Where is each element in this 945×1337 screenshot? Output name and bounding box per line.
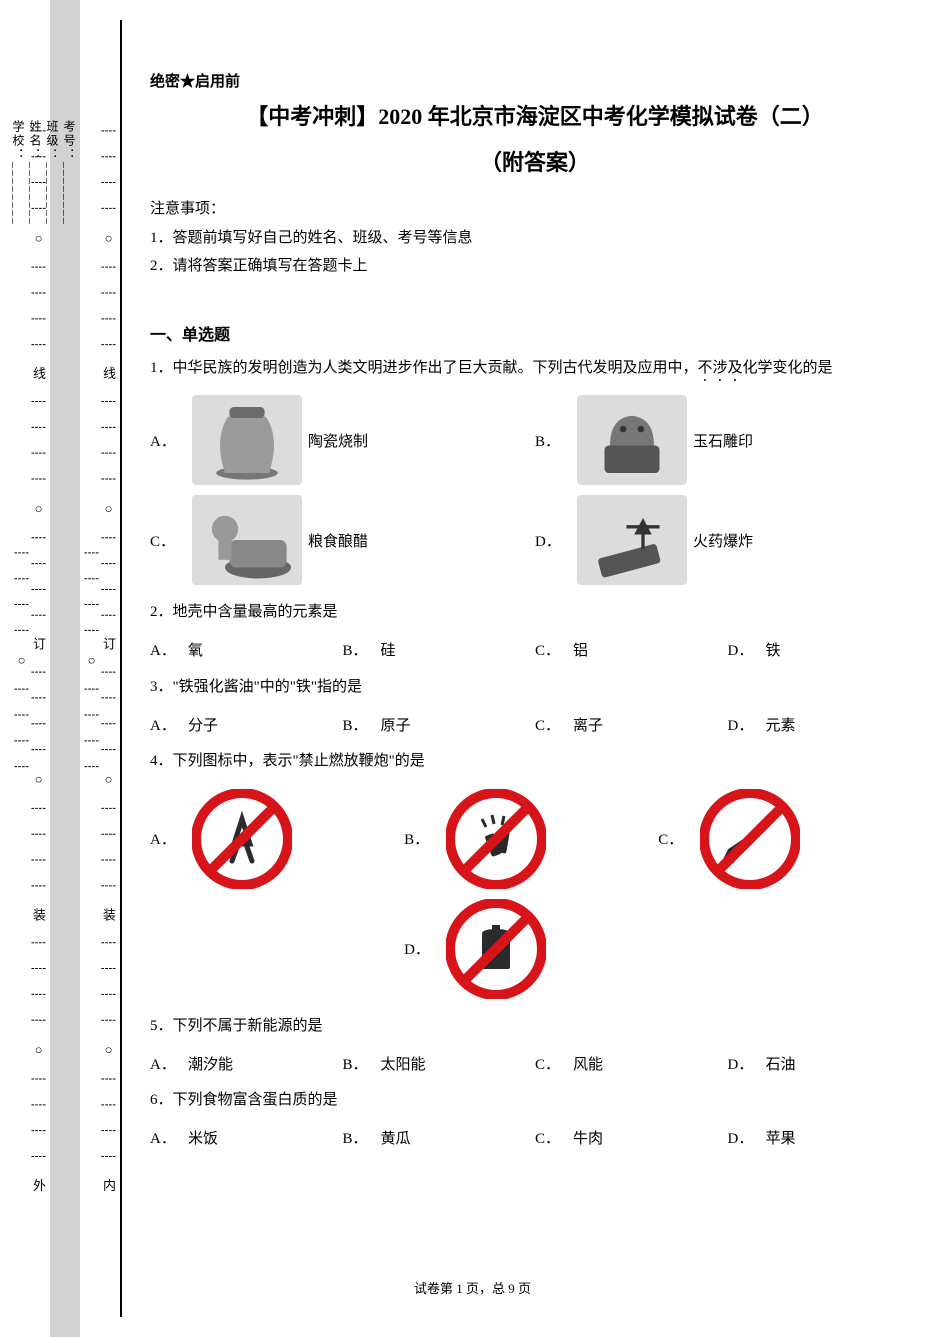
- q1-options-row-2: C． 粮食酿醋 D． 火药爆炸: [150, 495, 920, 585]
- q1-a-image: [192, 395, 302, 485]
- q2-opt-d: D．铁: [728, 630, 921, 670]
- page-footer: 试卷第 1 页，总 9 页: [0, 1278, 945, 1297]
- q1-d-letter: D．: [535, 530, 571, 551]
- q2-opt-c: C．铝: [535, 630, 728, 670]
- label-class: 班级：________: [44, 120, 61, 1217]
- exam-subtitle: （附答案）: [150, 145, 920, 177]
- q5-opt-c: C．风能: [535, 1043, 728, 1083]
- q1-b-image: [577, 395, 687, 485]
- q6-opt-b: B．黄瓜: [343, 1118, 536, 1158]
- q1-d-image: [577, 495, 687, 585]
- q4-options-row-2: D．: [150, 899, 920, 999]
- q6-opt-c: C．牛肉: [535, 1118, 728, 1158]
- student-info-labels: 考号：________ 班级：________ 姓名：________ 学校：_…: [52, 0, 78, 1337]
- q4-b-icon: [446, 789, 546, 889]
- q1-opt-a: A． 陶瓷烧制: [150, 395, 535, 485]
- q4-opt-c: C．: [658, 789, 912, 889]
- notice-block: 注意事项： 1．答题前填写好自己的姓名、班级、考号等信息 2．请将答案正确填写在…: [150, 195, 920, 281]
- q5-opt-d: D．石油: [728, 1043, 921, 1083]
- q1-b-letter: B．: [535, 430, 571, 451]
- notice-heading: 注意事项：: [150, 195, 920, 224]
- q5-opt-a: A．潮汐能: [150, 1043, 343, 1083]
- q1-opt-b: B． 玉石雕印: [535, 395, 920, 485]
- q4-c-letter: C．: [658, 828, 694, 849]
- q1-d-text: 火药爆炸: [693, 530, 753, 551]
- q6-stem: 6．下列食物富含蛋白质的是: [150, 1083, 920, 1118]
- q4-opt-d: D．: [404, 899, 658, 999]
- q1-stem-emph: 不涉及: [698, 360, 743, 376]
- q1-c-letter: C．: [150, 530, 186, 551]
- q1-stem-c: 化学变化的是: [743, 360, 833, 376]
- q2-stem: 2．地壳中含量最高的元素是: [150, 595, 920, 630]
- q1-a-letter: A．: [150, 430, 186, 451]
- q1-opt-c: C． 粮食酿醋: [150, 495, 535, 585]
- q4-d-icon: [446, 899, 546, 999]
- q2-options: A．氧 B．硅 C．铝 D．铁: [150, 630, 920, 670]
- q1-opt-d: D． 火药爆炸: [535, 495, 920, 585]
- q3-opt-c: C．离子: [535, 704, 728, 744]
- exam-title: 【中考冲刺】2020 年北京市海淀区中考化学模拟试卷（二）: [150, 99, 920, 131]
- q3-opt-b: B．原子: [343, 704, 536, 744]
- q2-opt-b: B．硅: [343, 630, 536, 670]
- q2-opt-a: A．氧: [150, 630, 343, 670]
- vertical-divider: [120, 20, 122, 1317]
- q1-c-text: 粮食酿醋: [308, 530, 368, 551]
- q1-a-text: 陶瓷烧制: [308, 430, 368, 451]
- q1-b-text: 玉石雕印: [693, 430, 753, 451]
- q1-stem-a: 1．中华民族的发明创造为人类文明进步作出了巨大贡献。下列古代发明及应用中，: [150, 360, 698, 376]
- q6-options: A．米饭 B．黄瓜 C．牛肉 D．苹果: [150, 1118, 920, 1158]
- q5-stem: 5．下列不属于新能源的是: [150, 1009, 920, 1044]
- q1-options-row-1: A． 陶瓷烧制 B． 玉石雕印: [150, 395, 920, 485]
- q5-opt-b: B．太阳能: [343, 1043, 536, 1083]
- q4-c-icon: [700, 789, 800, 889]
- q4-options-row-1: A． B．: [150, 789, 920, 889]
- notice-line-1: 1．答题前填写好自己的姓名、班级、考号等信息: [150, 224, 920, 253]
- secret-label: 绝密★启用前: [150, 70, 920, 91]
- label-exam-no: 考号：________: [61, 120, 78, 1217]
- q4-stem: 4．下列图标中，表示"禁止燃放鞭炮"的是: [150, 744, 920, 779]
- q4-a-letter: A．: [150, 828, 186, 849]
- q3-opt-a: A．分子: [150, 704, 343, 744]
- q4-opt-a: A．: [150, 789, 404, 889]
- label-school: 学校：________: [10, 120, 27, 1217]
- q4-d-letter: D．: [404, 938, 440, 959]
- page-content: 绝密★启用前 【中考冲刺】2020 年北京市海淀区中考化学模拟试卷（二） （附答…: [150, 70, 920, 1158]
- q1-c-image: [192, 495, 302, 585]
- q6-opt-d: D．苹果: [728, 1118, 921, 1158]
- q4-opt-b: B．: [404, 789, 658, 889]
- binding-marks-inner: ┊┊┊┊○┊┊┊┊线┊┊┊┊○┊┊┊┊订┊┊┊┊○┊┊┊┊装┊┊┊┊○┊┊┊┊内…: [98, 20, 118, 1317]
- q4-a-icon: [192, 789, 292, 889]
- q3-opt-d: D．元素: [728, 704, 921, 744]
- notice-line-2: 2．请将答案正确填写在答题卡上: [150, 252, 920, 281]
- section-heading: 一、单选题: [150, 321, 920, 345]
- q1-stem: 1．中华民族的发明创造为人类文明进步作出了巨大贡献。下列古代发明及应用中，不涉及…: [150, 351, 920, 386]
- q3-options: A．分子 B．原子 C．离子 D．元素: [150, 704, 920, 744]
- label-name: 姓名：________: [27, 120, 44, 1217]
- q3-stem: 3．"铁强化酱油"中的"铁"指的是: [150, 670, 920, 705]
- q5-options: A．潮汐能 B．太阳能 C．风能 D．石油: [150, 1043, 920, 1083]
- q4-b-letter: B．: [404, 828, 440, 849]
- q6-opt-a: A．米饭: [150, 1118, 343, 1158]
